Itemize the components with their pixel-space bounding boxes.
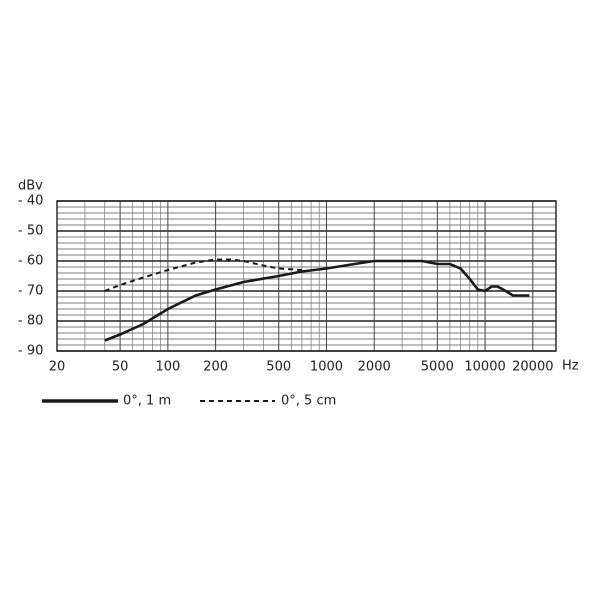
x-tick-label: 200 <box>203 360 228 375</box>
y-tick-label: - 40 <box>18 194 43 209</box>
x-tick-label: 2000 <box>358 360 391 375</box>
x-tick-label: 20000 <box>512 360 553 375</box>
y-tick-label: - 80 <box>18 314 43 329</box>
series-line <box>104 259 530 342</box>
x-tick-label: 500 <box>266 360 291 375</box>
legend-label: 0°, 1 m <box>123 394 171 409</box>
x-unit: Hz <box>562 359 579 374</box>
legend-label: 0°, 5 cm <box>281 394 336 409</box>
x-tick-label: 10000 <box>464 360 505 375</box>
y-tick-label: - 90 <box>18 344 43 359</box>
y-tick-label: - 60 <box>18 254 43 269</box>
x-tick-label: 5000 <box>421 360 454 375</box>
x-tick-label: 50 <box>112 360 129 375</box>
plot-frame <box>56 200 557 352</box>
x-tick-label: 20 <box>49 360 66 375</box>
y-tick-label: - 50 <box>18 224 43 239</box>
x-tick-label: 100 <box>155 360 180 375</box>
x-tick-label: 1000 <box>310 360 343 375</box>
y-tick-label: - 70 <box>18 284 43 299</box>
series-line <box>104 258 302 292</box>
y-unit: dBv <box>18 179 43 194</box>
